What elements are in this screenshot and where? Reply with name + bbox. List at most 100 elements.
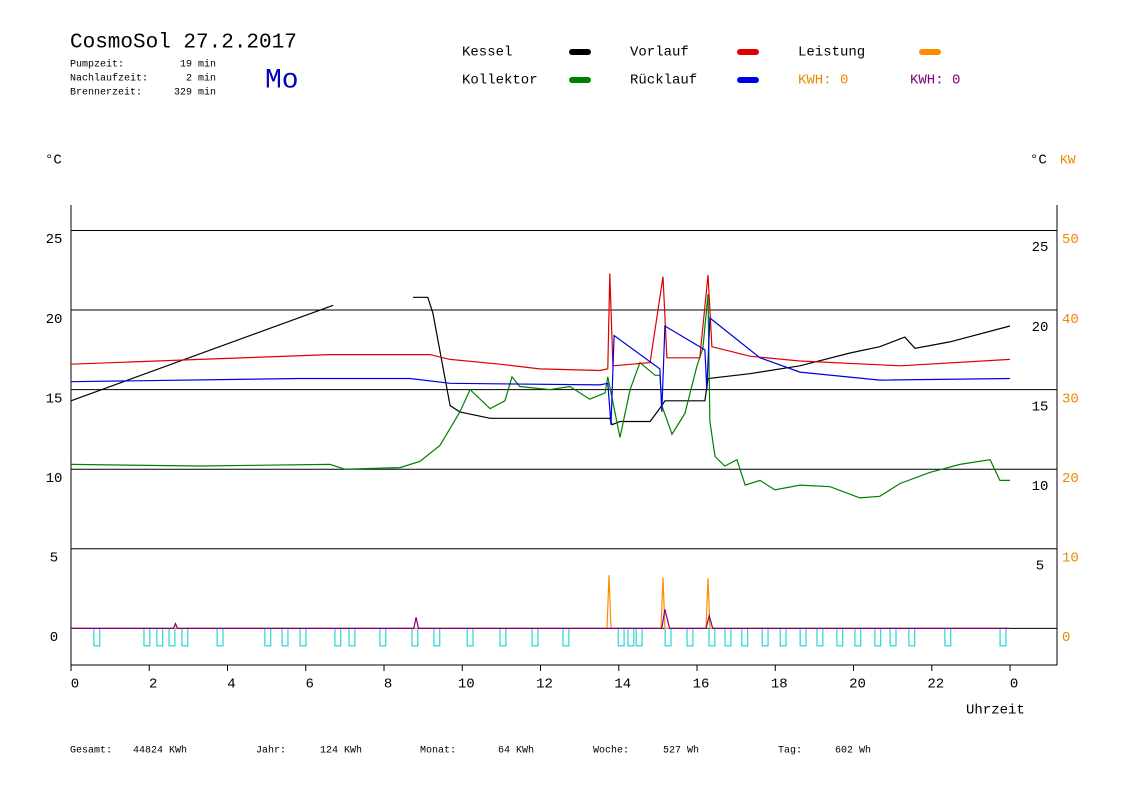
kwh-label: KWH: 0 bbox=[910, 73, 960, 89]
y-tick-label: 20 bbox=[46, 312, 63, 328]
pump-pulse bbox=[999, 628, 1007, 647]
legend-label: Kollektor bbox=[462, 73, 538, 89]
pump-pulse bbox=[724, 628, 732, 647]
y-right-tick-label: 15 bbox=[1032, 399, 1049, 415]
y2-tick-label: 0 bbox=[1062, 630, 1070, 646]
y2-tick-label: 10 bbox=[1062, 551, 1079, 567]
x-tick-label: 0 bbox=[71, 677, 79, 693]
day-label: Mo bbox=[265, 65, 299, 96]
kwh-label: KWH: 0 bbox=[798, 73, 848, 89]
info-value: 19 min bbox=[180, 59, 216, 71]
x-tick-label: 16 bbox=[693, 677, 710, 693]
pump-pulse bbox=[664, 628, 672, 647]
chart-title: CosmoSol 27.2.2017 bbox=[70, 32, 297, 55]
footer-label: Tag: bbox=[778, 746, 802, 757]
info-label: Pumpzeit: bbox=[70, 59, 124, 71]
y-tick-label: 25 bbox=[46, 232, 63, 248]
legend-label: Vorlauf bbox=[630, 45, 689, 61]
series-line bbox=[71, 575, 1010, 629]
pump-pulse bbox=[411, 628, 419, 647]
pump-pulse bbox=[617, 628, 625, 647]
pump-pulse bbox=[635, 628, 643, 647]
pump-pulse bbox=[761, 628, 769, 647]
y-right-tick-label: 5 bbox=[1036, 559, 1044, 575]
pump-pulse bbox=[741, 628, 749, 647]
y-right-tick-label: 25 bbox=[1032, 240, 1049, 256]
footer-value: 64 KWh bbox=[498, 745, 534, 757]
x-tick-label: 4 bbox=[227, 677, 235, 693]
pump-pulse bbox=[216, 628, 224, 647]
pump-pulse bbox=[562, 628, 570, 647]
pump-pulse bbox=[499, 628, 507, 647]
x-tick-label: 18 bbox=[771, 677, 788, 693]
series-line bbox=[70, 316, 1011, 425]
x-tick-label: 8 bbox=[384, 677, 392, 693]
legend-label: Leistung bbox=[798, 45, 865, 61]
pump-pulse bbox=[181, 628, 189, 647]
y2-tick-label: 40 bbox=[1062, 312, 1079, 328]
info-value: 2 min bbox=[186, 73, 216, 85]
y-axis-label: °C bbox=[45, 153, 62, 169]
x-tick-label: 22 bbox=[927, 677, 944, 693]
x-tick-label: 2 bbox=[149, 677, 157, 693]
series-line bbox=[70, 294, 1010, 499]
y2-axis-label: KW bbox=[1060, 152, 1076, 167]
series-line bbox=[71, 609, 1010, 629]
x-tick-label: 20 bbox=[849, 677, 866, 693]
y-tick-label: 15 bbox=[46, 391, 63, 407]
info-label: Brennerzeit: bbox=[70, 87, 142, 99]
y-right-tick-label: 10 bbox=[1032, 479, 1049, 495]
pump-pulse bbox=[433, 628, 441, 647]
pump-pulse bbox=[531, 628, 539, 647]
info-value: 329 min bbox=[174, 87, 216, 99]
footer-value: 527 Wh bbox=[663, 745, 699, 757]
pump-pulse bbox=[334, 628, 342, 647]
footer-value: 44824 KWh bbox=[133, 745, 187, 757]
footer-label: Jahr: bbox=[256, 745, 286, 757]
pump-pulse bbox=[708, 628, 716, 647]
y2-tick-label: 30 bbox=[1062, 391, 1079, 407]
footer-label: Monat: bbox=[420, 746, 456, 757]
y-right-axis-label: °C bbox=[1030, 153, 1047, 169]
pump-pulse bbox=[143, 628, 151, 647]
info-label: Nachlaufzeit: bbox=[70, 73, 148, 85]
pump-pulse bbox=[908, 628, 916, 647]
x-tick-label: 10 bbox=[458, 677, 475, 693]
y2-tick-label: 20 bbox=[1062, 471, 1079, 487]
pump-pulse bbox=[466, 628, 474, 647]
footer-value: 124 KWh bbox=[320, 745, 362, 757]
pump-pulse bbox=[836, 628, 844, 647]
x-tick-label: 6 bbox=[306, 677, 314, 693]
y-right-tick-label: 20 bbox=[1032, 320, 1049, 336]
series-line bbox=[70, 296, 1011, 426]
pump-pulse bbox=[627, 628, 635, 647]
pump-pulse bbox=[299, 628, 307, 647]
pump-pulse bbox=[779, 628, 787, 647]
y2-tick-label: 50 bbox=[1062, 232, 1079, 248]
pump-pulse bbox=[264, 628, 272, 647]
x-axis-label: Uhrzeit bbox=[966, 703, 1025, 719]
pump-pulse bbox=[168, 628, 176, 647]
series-line bbox=[70, 273, 1011, 372]
x-tick-label: 12 bbox=[536, 677, 553, 693]
pump-pulse bbox=[944, 628, 952, 647]
pump-pulse bbox=[379, 628, 387, 647]
footer-value: 602 Wh bbox=[835, 745, 871, 757]
pump-pulse bbox=[156, 628, 164, 647]
pump-pulse bbox=[874, 628, 882, 647]
footer-label: Gesamt: bbox=[70, 746, 112, 757]
pump-pulse bbox=[799, 628, 807, 647]
pump-pulse bbox=[854, 628, 862, 647]
pump-pulse bbox=[816, 628, 824, 647]
x-tick-label: 0 bbox=[1010, 677, 1018, 693]
y-tick-label: 5 bbox=[50, 551, 58, 567]
pump-pulse bbox=[281, 628, 289, 647]
x-tick-label: 14 bbox=[614, 677, 631, 693]
y-tick-label: 10 bbox=[46, 471, 63, 487]
pump-pulse bbox=[889, 628, 897, 647]
pump-pulse bbox=[348, 628, 356, 647]
legend-label: Kessel bbox=[462, 45, 512, 61]
pump-pulse bbox=[686, 628, 694, 647]
legend-label: Rücklauf bbox=[630, 73, 697, 89]
